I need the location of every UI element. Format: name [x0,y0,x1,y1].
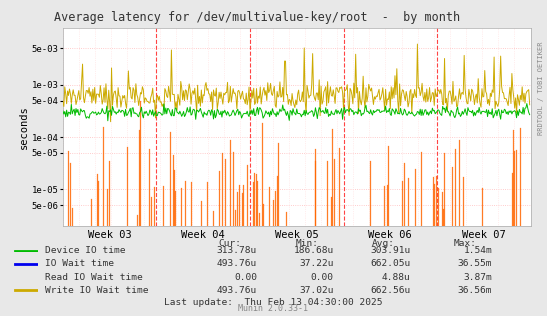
Text: Munin 2.0.33-1: Munin 2.0.33-1 [238,305,309,313]
Text: 662.56u: 662.56u [370,286,410,295]
Text: 303.91u: 303.91u [370,246,410,255]
Text: Average latency for /dev/multivalue-key/root  -  by month: Average latency for /dev/multivalue-key/… [54,11,460,24]
Text: Avg:: Avg: [372,239,395,247]
Text: 186.68u: 186.68u [293,246,334,255]
Text: 37.22u: 37.22u [299,259,334,268]
Text: Device IO time: Device IO time [45,246,125,255]
Text: Min:: Min: [295,239,318,247]
Text: 313.78u: 313.78u [217,246,257,255]
Text: 3.87m: 3.87m [463,273,492,282]
Text: Cur:: Cur: [219,239,242,247]
Text: 0.00: 0.00 [311,273,334,282]
Text: Last update:  Thu Feb 13 04:30:00 2025: Last update: Thu Feb 13 04:30:00 2025 [164,298,383,307]
Text: Max:: Max: [454,239,477,247]
Text: 493.76u: 493.76u [217,259,257,268]
Text: Write IO Wait time: Write IO Wait time [45,286,148,295]
Text: 37.02u: 37.02u [299,286,334,295]
Text: RRDTOOL / TOBI OETIKER: RRDTOOL / TOBI OETIKER [538,42,544,135]
Text: 4.88u: 4.88u [381,273,410,282]
Text: 1.54m: 1.54m [463,246,492,255]
Text: IO Wait time: IO Wait time [45,259,114,268]
Text: 662.05u: 662.05u [370,259,410,268]
Text: 36.56m: 36.56m [458,286,492,295]
Text: 36.55m: 36.55m [458,259,492,268]
Text: 0.00: 0.00 [234,273,257,282]
Y-axis label: seconds: seconds [19,105,29,149]
Text: Read IO Wait time: Read IO Wait time [45,273,143,282]
Text: 493.76u: 493.76u [217,286,257,295]
